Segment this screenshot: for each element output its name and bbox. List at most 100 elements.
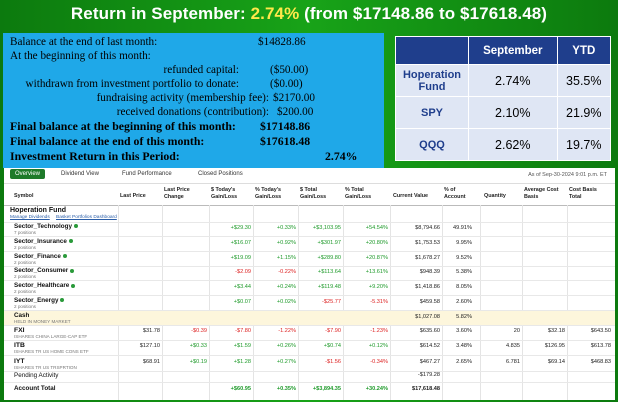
holding-pct-account: 3.48% (456, 343, 472, 350)
comparison-row: Hoperation Fund 2.74% 35.5% (395, 64, 612, 97)
col-today-gl[interactable]: $ Today's Gain/Loss (211, 187, 238, 200)
tab-fund-performance[interactable]: Fund Performance (122, 171, 172, 177)
col-pct-account[interactable]: % of Account (444, 187, 466, 200)
col-quantity[interactable]: Quantity (484, 193, 506, 199)
holding-pct-account: 2.65% (456, 358, 472, 365)
holding-total-gl: +$0.74 (323, 343, 341, 350)
comparison-ytd: 21.9% (556, 96, 612, 129)
holding-today-pct: -1.22% (278, 328, 296, 334)
sector-total-pct: +9.20% (368, 284, 388, 291)
sector-total-gl: +$113.64 (317, 269, 341, 276)
comparison-row: SPY 2.10% 21.9% (395, 96, 612, 129)
sector-row[interactable]: Sector_Finance 2 positions +$19.09 +1.15% +$… (4, 252, 615, 267)
sector-value: $1,418.86 (415, 284, 440, 291)
sector-today-gl: +$3.44 (233, 284, 251, 291)
summary-row: Balance at the end of last month: $14828… (3, 36, 384, 50)
holding-last-price: $127.10 (139, 343, 160, 350)
sector-name: Sector_Consumer (14, 267, 75, 274)
tab-overview[interactable]: Overview (10, 169, 46, 179)
holding-quantity: 4.835 (506, 343, 520, 350)
summary-value: $200.00 (277, 106, 314, 118)
summary-row: Investment Return in this Period: 2.74% (3, 149, 384, 164)
holding-row[interactable]: ITB ISHARES TR US HOME CONS ETF $127.10 +$0… (4, 340, 615, 357)
cash-row[interactable]: Cash HELD IN MONEY MARKET $1,027.08 5.82… (4, 311, 615, 326)
tab-closed-positions[interactable]: Closed Positions (198, 171, 243, 177)
sector-today-gl: -$2.09 (235, 269, 251, 276)
sector-positions: 7 positions (14, 230, 36, 235)
sector-today-pct: +1.15% (276, 254, 296, 261)
sector-name-text: Sector_Technology (14, 223, 72, 230)
holding-total-pct: -1.23% (370, 328, 388, 334)
summary-value: $2170.00 (273, 92, 315, 104)
total-today-pct: +0.35% (276, 386, 296, 392)
sector-row[interactable]: Sector_Consumer 2 positions -$2.09 -0.22% +$… (4, 266, 615, 282)
title-suffix: (from $17148.86 to $17618.48) (299, 4, 548, 23)
sector-row[interactable]: Sector_Healthcare 2 positions +$3.44 +0.24%… (4, 281, 615, 297)
sector-total-gl: +$301.97 (317, 239, 342, 246)
col-last-change[interactable]: Last Price Change (164, 187, 190, 200)
holding-value: $635.60 (419, 328, 440, 334)
holding-symbol[interactable]: ITB (14, 342, 25, 350)
sector-row[interactable]: Sector_Technology 7 positions +$29.30 +0.33… (4, 222, 615, 237)
sector-today-pct: -0.22% (278, 269, 296, 276)
holding-last-change: +$0.19 (189, 358, 207, 365)
sector-total-pct: +20.87% (365, 254, 388, 261)
comparison-september: 2.62% (468, 128, 558, 161)
holding-cost-total: $468.83 (590, 358, 611, 365)
col-total-gl[interactable]: $ Total Gain/Loss (300, 187, 327, 200)
column-divider (298, 205, 299, 400)
col-total-pct[interactable]: % Total Gain/Loss (345, 187, 372, 200)
col-today-pct[interactable]: % Today's Gain/Loss (255, 187, 282, 200)
holding-description: ISHARES TR US TRSPRTION (14, 364, 77, 370)
holding-row[interactable]: IYT ISHARES TR US TRSPRTION $68.91 +$0.19 +$… (4, 356, 615, 372)
sector-pct-account: 8.05% (456, 284, 472, 291)
basket-dashboard-link[interactable]: Basket Portfolios Dashboard (56, 215, 117, 220)
sector-today-pct: +0.33% (276, 225, 296, 231)
holding-today-gl: +$1.28 (233, 358, 251, 365)
total-value: $17,618.48 (412, 386, 440, 392)
col-symbol[interactable]: Symbol (14, 193, 34, 199)
holding-quantity: 20 (513, 328, 520, 334)
column-divider (567, 205, 568, 400)
sector-today-pct: +0.02% (276, 299, 296, 305)
sector-name-text: Sector_Energy (14, 297, 59, 304)
sector-today-gl: +$29.30 (230, 225, 251, 231)
summary-label: Final balance at the beginning of this m… (10, 119, 236, 133)
sector-positions: 2 positions (14, 259, 36, 265)
sector-row[interactable]: Sector_Energy 2 positions +$0.07 +0.02% -$25… (4, 296, 615, 311)
column-divider (209, 205, 210, 400)
summary-row: refunded capital: ($50.00) (3, 64, 384, 78)
summary-label: withdrawn from investment portfolio to d… (25, 78, 239, 90)
holding-last-change: -$0.39 (191, 328, 207, 334)
col-current-value[interactable]: Current Value (393, 193, 429, 199)
col-avg-cost[interactable]: Average Cost Basis (524, 187, 559, 200)
sector-value: $459.58 (419, 299, 440, 305)
holding-avg-cost: $32.18 (547, 328, 565, 334)
sector-today-pct: +0.24% (276, 284, 296, 291)
comparison-name: QQQ (395, 128, 469, 161)
title-prefix: Return in September: (70, 4, 251, 23)
col-cost-total[interactable]: Cost Basis Total (569, 187, 597, 200)
holding-row[interactable]: FXI ISHARES CHINA LARGE-CAP ETF $31.78 -$0.… (4, 325, 615, 341)
holding-today-pct: +0.26% (276, 343, 296, 350)
sector-total-pct: +20.80% (365, 239, 388, 246)
sector-name-text: Sector_Healthcare (14, 282, 70, 290)
comparison-header: YTD (556, 36, 612, 65)
cash-name: Cash (14, 312, 30, 319)
comparison-name: SPY (395, 96, 469, 129)
page-title: Return in September: 2.74% (from $17148.… (0, 4, 618, 24)
tab-dividend-view[interactable]: Dividend View (61, 171, 99, 177)
manage-dividends-link[interactable]: Manage Dividends (10, 215, 50, 220)
sector-positions: 2 positions (14, 289, 36, 295)
sector-row[interactable]: Sector_Insurance 2 positions +$16.07 +0.92%… (4, 237, 615, 252)
comparison-september: 2.10% (468, 96, 558, 129)
sector-name: Sector_Insurance (14, 238, 73, 245)
summary-value: ($50.00) (270, 64, 309, 76)
col-last-price[interactable]: Last Price (120, 193, 146, 199)
holding-total-gl: -$7.90 (325, 328, 341, 334)
holding-symbol[interactable]: FXI (14, 327, 25, 334)
header-divider (4, 205, 615, 206)
summary-label: Balance at the end of last month: (10, 36, 158, 48)
holding-symbol[interactable]: IYT (14, 357, 25, 365)
sector-positions: 2 positions (14, 304, 36, 309)
